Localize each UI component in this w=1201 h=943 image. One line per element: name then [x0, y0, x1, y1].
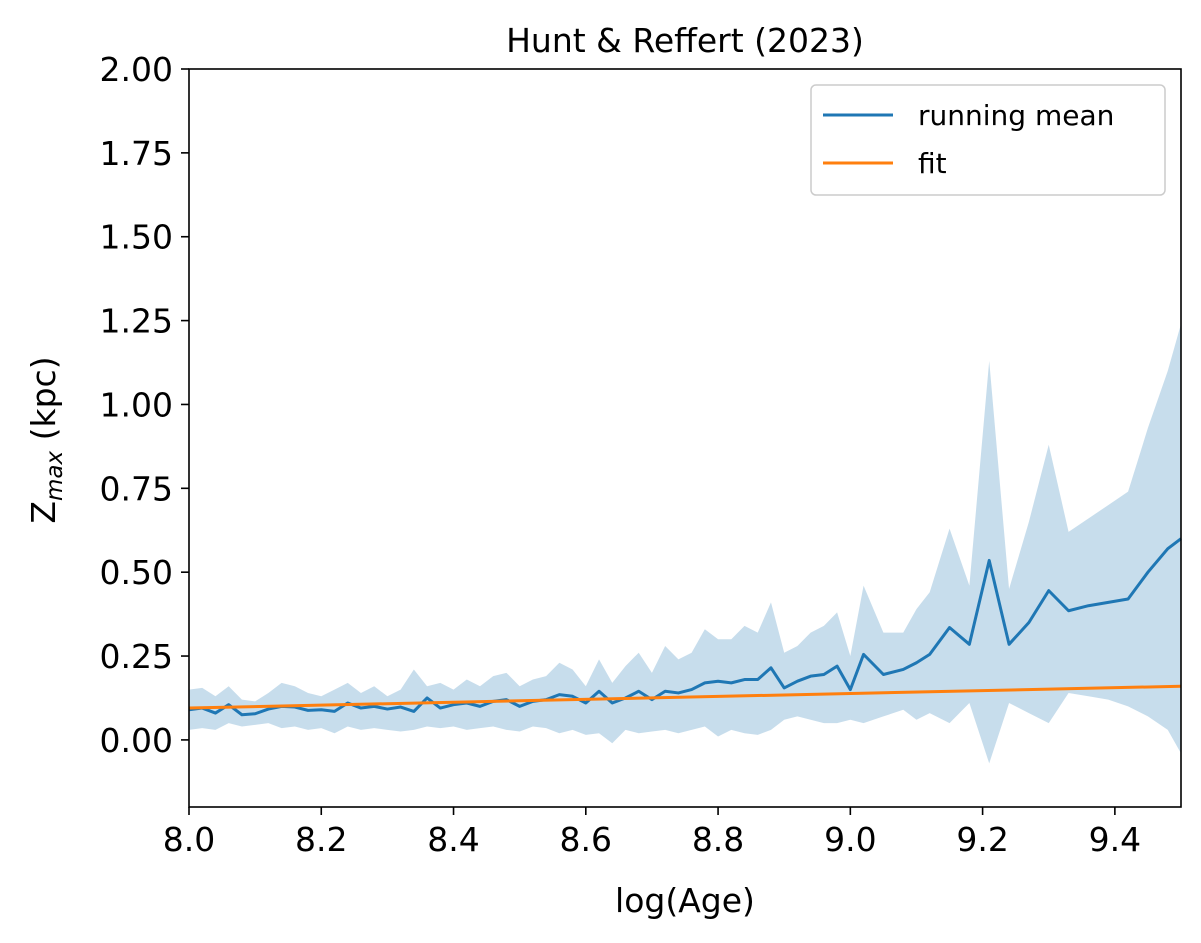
y-tick-label: 1.25: [100, 302, 173, 341]
x-tick-label: 8.6: [560, 820, 612, 859]
series-line-fit: [188, 684, 1182, 710]
y-tick-label: 2.00: [100, 50, 173, 89]
uncertainty-band: [189, 323, 1181, 764]
y-tick-label: 1.75: [100, 134, 173, 173]
y-tick-label: 1.50: [100, 218, 173, 257]
y-tick-label: 0.75: [100, 469, 173, 508]
x-axis-ticks: 8.0 8.2 8.4 8.6 8.8 9.0 9.2 9.4: [163, 807, 1141, 859]
y-axis-label-main: Z: [24, 501, 63, 524]
legend-label-fit: fit: [918, 147, 947, 180]
uncertainty-band-layer: [189, 323, 1181, 764]
y-tick-label: 0.50: [100, 553, 173, 592]
x-axis-label: log(Age): [615, 881, 755, 920]
legend-box: [810, 84, 1166, 196]
legend-label-running-mean: running mean: [918, 99, 1114, 132]
y-axis-label-unit: (kpc): [24, 356, 63, 450]
y-tick-label: 1.00: [100, 385, 173, 424]
x-tick-label: 8.0: [163, 820, 215, 859]
y-axis-ticks: 0.00 0.25 0.50 0.75 1.00 1.25 1.50 1.75 2.00: [100, 50, 189, 760]
legend: running mean fit: [810, 84, 1166, 196]
series-line-running-mean: [188, 537, 1182, 717]
plot-frame: [188, 68, 1182, 808]
y-axis-label-subscript: max: [42, 450, 68, 500]
x-tick-label: 9.4: [1089, 820, 1141, 859]
chart-title: Hunt & Reffert (2023): [506, 21, 864, 60]
y-axis-label: Zmax (kpc): [24, 356, 68, 523]
series-layer: [188, 537, 1182, 717]
y-tick-label: 0.00: [100, 721, 173, 760]
x-tick-label: 9.2: [956, 820, 1008, 859]
x-tick-label: 8.4: [427, 820, 479, 859]
y-tick-label: 0.25: [100, 637, 173, 676]
x-tick-label: 8.8: [692, 820, 744, 859]
x-tick-label: 9.0: [824, 820, 876, 859]
x-tick-label: 8.2: [295, 820, 347, 859]
